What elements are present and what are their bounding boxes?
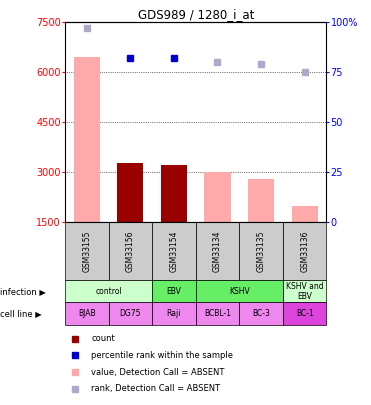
Bar xyxy=(239,222,283,280)
Bar xyxy=(196,303,239,325)
Bar xyxy=(196,222,239,280)
Bar xyxy=(283,303,326,325)
Bar xyxy=(283,222,326,280)
Text: count: count xyxy=(91,334,115,343)
Bar xyxy=(292,206,318,222)
Bar xyxy=(161,165,187,222)
Bar xyxy=(283,280,326,303)
Bar xyxy=(65,222,109,280)
Text: KSHV: KSHV xyxy=(229,287,250,296)
Bar xyxy=(109,303,152,325)
Text: cell line ▶: cell line ▶ xyxy=(0,309,42,318)
Text: BC-3: BC-3 xyxy=(252,309,270,318)
Text: Raji: Raji xyxy=(167,309,181,318)
Bar xyxy=(152,222,196,280)
Bar xyxy=(204,173,231,222)
Text: EBV: EBV xyxy=(167,287,181,296)
Bar xyxy=(65,303,109,325)
Bar xyxy=(109,222,152,280)
Bar xyxy=(65,280,152,303)
Text: GSM33155: GSM33155 xyxy=(82,230,91,272)
Bar xyxy=(196,280,283,303)
Text: GSM33156: GSM33156 xyxy=(126,230,135,272)
Text: value, Detection Call = ABSENT: value, Detection Call = ABSENT xyxy=(91,368,224,377)
Text: GSM33135: GSM33135 xyxy=(257,230,266,272)
Bar xyxy=(152,280,196,303)
Text: KSHV and
EBV: KSHV and EBV xyxy=(286,281,324,301)
Text: BC-1: BC-1 xyxy=(296,309,313,318)
Text: GSM33134: GSM33134 xyxy=(213,230,222,272)
Text: control: control xyxy=(95,287,122,296)
Text: GSM33136: GSM33136 xyxy=(300,230,309,272)
Title: GDS989 / 1280_i_at: GDS989 / 1280_i_at xyxy=(138,8,254,21)
Text: BJAB: BJAB xyxy=(78,309,96,318)
Text: infection ▶: infection ▶ xyxy=(0,287,46,296)
Bar xyxy=(73,57,100,222)
Bar xyxy=(239,303,283,325)
Bar xyxy=(117,163,144,222)
Bar xyxy=(152,303,196,325)
Text: GSM33154: GSM33154 xyxy=(170,230,178,272)
Text: rank, Detection Call = ABSENT: rank, Detection Call = ABSENT xyxy=(91,384,220,393)
Text: percentile rank within the sample: percentile rank within the sample xyxy=(91,351,233,360)
Text: BCBL-1: BCBL-1 xyxy=(204,309,231,318)
Text: DG75: DG75 xyxy=(119,309,141,318)
Bar xyxy=(248,179,274,222)
